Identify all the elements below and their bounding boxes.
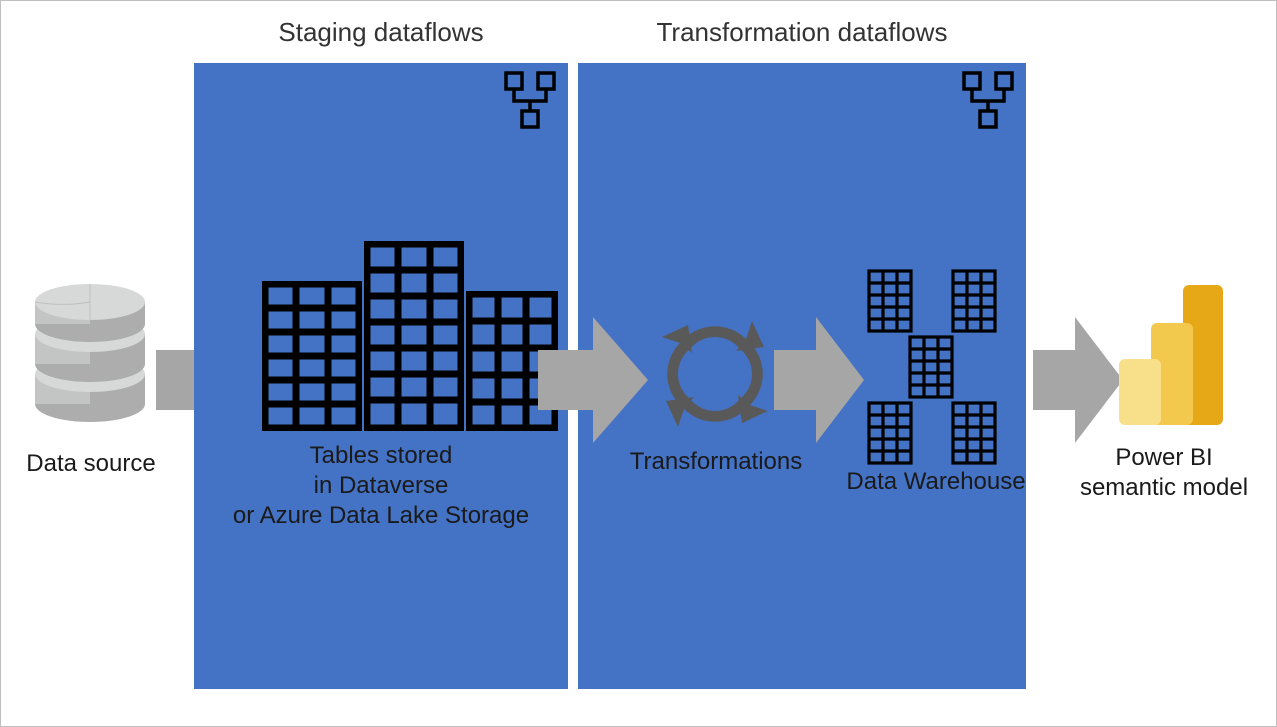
small-table-icon [951, 401, 997, 465]
table-grid-icon [364, 241, 464, 431]
dataflow-icon [496, 71, 558, 133]
small-table-icon [867, 401, 913, 465]
power-bi-icon [1113, 285, 1233, 435]
caption-line: semantic model [1080, 474, 1248, 501]
staging-panel-title: Staging dataflows [194, 17, 568, 48]
staging-panel: Staging dataflows [194, 63, 568, 689]
data-source-label: Data source [11, 449, 171, 479]
transformation-panel-title: Transformation dataflows [578, 17, 1026, 48]
data-source-icon [35, 284, 145, 454]
caption-line: or Azure Data Lake Storage [233, 502, 529, 529]
arrow-icon [538, 317, 648, 443]
caption-line: in Dataverse [314, 472, 449, 499]
transformations-cycle-icon [656, 315, 774, 433]
caption-line: Tables stored [310, 442, 453, 469]
diagram-canvas: Data source Staging dataflows [0, 0, 1277, 727]
power-bi-label: Power BI semantic model [1059, 443, 1269, 503]
small-table-icon [867, 269, 913, 333]
caption-line: Power BI [1115, 444, 1212, 471]
staging-caption: Tables stored in Dataverse or Azure Data… [194, 441, 568, 531]
transformation-panel: Transformation dataflows [578, 63, 1026, 689]
arrow-icon [1033, 317, 1123, 443]
data-warehouse-label: Data Warehouse [836, 467, 1036, 497]
transformations-label: Transformations [616, 447, 816, 477]
small-table-icon [908, 335, 954, 399]
dataflow-icon [954, 71, 1016, 133]
arrow-icon [774, 317, 864, 443]
small-table-icon [951, 269, 997, 333]
table-grid-icon [262, 281, 362, 431]
